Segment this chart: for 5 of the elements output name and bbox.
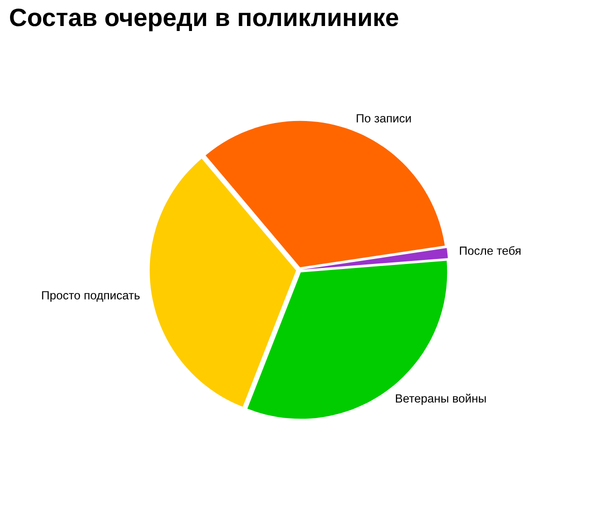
chart-title: Состав очереди в поликлинике bbox=[10, 8, 398, 32]
slice-label: Просто подписать bbox=[42, 291, 140, 302]
slice-label: После тебя bbox=[460, 246, 520, 255]
slice-label: По записи bbox=[356, 114, 411, 122]
slice-label: Ветераны войны bbox=[396, 394, 486, 405]
